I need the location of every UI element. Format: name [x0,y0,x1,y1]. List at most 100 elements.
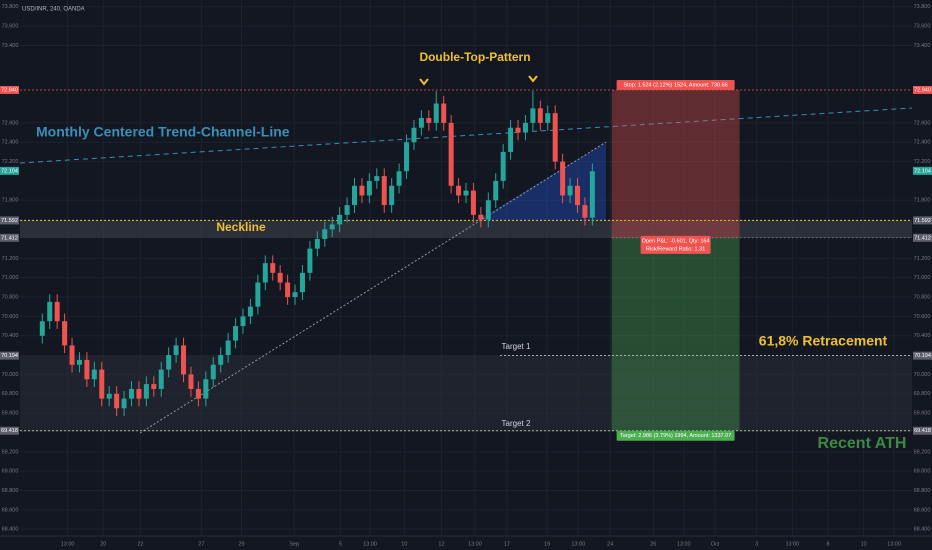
x-tick-label: 10 [861,541,867,547]
price-tag [913,166,932,175]
y-tick-label: 69.600 [914,411,931,417]
candle-body [307,248,313,273]
price-tag-label: 72.940 [1,87,18,93]
price-tag-label: 71.592 [1,218,18,224]
price-tag [0,166,19,175]
y-tick-label: 72.200 [914,159,931,165]
grid [20,0,912,536]
candle-body [225,340,231,356]
candle-body [136,388,142,399]
y-tick-label: 69.800 [2,391,19,397]
x-tick-label: 22 [137,541,143,547]
y-tick-label: 73.600 [914,24,931,30]
x-tick-label: 17 [504,541,510,547]
x-tick-label: 10 [401,541,407,547]
candle-body [433,103,439,123]
y-tick-label: 70.000 [914,372,931,378]
candle-body [151,384,157,389]
y-tick-label: 70.800 [914,294,931,300]
candle-body [545,113,551,123]
y-tick-label: 71.800 [914,198,931,204]
candle-body [106,393,112,399]
y-tick-label: 72.400 [914,140,931,146]
candle-body [470,190,476,215]
x-tick-label: 20 [100,541,106,547]
y-tick-label: 68.400 [914,527,931,533]
ath-label: Recent ATH [818,435,907,452]
candle-body [418,118,424,128]
y-tick-label: 69.000 [2,469,19,475]
y-tick-label: 70.400 [2,333,19,339]
candle-body [195,388,201,399]
candle-body [359,185,365,196]
candle-body [389,185,395,206]
price-tag [913,85,932,94]
candle-body [396,171,402,186]
right-axis [912,0,932,550]
candle-body [299,272,305,293]
candle-body [255,282,261,307]
x-tick-label: 8 [826,541,829,547]
price-tag [0,85,19,94]
candle-body [515,127,521,133]
candle-body [39,321,45,336]
candle-body [366,180,372,196]
y-tick-label: 70.400 [914,333,931,339]
price-tag [0,216,19,225]
candle-body [158,369,164,389]
candle-body [441,103,447,123]
position-label: Open P&L: -0.601, Qty: 164 [642,238,710,244]
plot: Stop: 1.524 (2.12%) 1524, Amount: 730.66… [20,79,912,441]
y-tick-label: 69.200 [914,449,931,455]
x-tick-label: 13:00 [61,541,75,547]
x-tick-label: 13:00 [571,541,585,547]
triangle-zone [478,142,606,220]
position-label: Target: 2.986 (3.79%) 1994, Amount: 1337… [620,433,731,439]
candle-body [292,292,298,298]
candle-body [218,355,224,365]
candle-body [522,122,528,133]
candle-body [352,185,357,206]
y-tick-label: 70.600 [914,314,931,320]
price-tag-label: 72.104 [1,168,18,174]
candle-body [337,214,343,225]
price-tag [913,216,932,225]
target2-label: Target 2 [502,419,531,428]
price-tag-label: 70.194 [1,353,18,359]
candle-body [76,359,82,365]
price-tag-label: 71.412 [1,235,18,241]
target1-label: Target 1 [502,342,531,351]
candle-body [166,355,172,370]
y-tick-label: 73.400 [2,43,19,49]
x-tick-label: 13:00 [468,541,482,547]
y-tick-label: 72.200 [2,159,19,165]
candle-body [344,205,350,215]
candle-body [143,384,149,399]
x-tick-label: Sep [289,541,299,547]
pattern-label: Double-Top-Pattern [419,50,530,64]
channel-line [19,107,913,164]
target-zone [611,237,740,431]
candle-body [99,369,105,399]
trend-line [139,141,607,434]
candle-body [411,127,417,143]
y-tick-label: 73.800 [2,4,19,10]
candle-body [91,369,97,380]
y-tick-label: 72.600 [2,120,19,126]
position-label-box [616,79,735,90]
x-tick-label: 13:00 [363,541,377,547]
time-axis [0,536,932,550]
candle-body [567,185,573,196]
candle-body [203,379,209,399]
candle-body [552,113,558,162]
y-tick-label: 69.600 [2,411,19,417]
candle-body [314,238,320,249]
price-tag-label: 72.940 [914,87,931,93]
candle-body [188,374,194,389]
price-tag [913,426,932,435]
candle-body [582,205,588,218]
axes: 68.400 68.400 68.600 68.600 68.800 68.800 69.0… [0,4,932,547]
neckline-label: Neckline [216,220,266,234]
